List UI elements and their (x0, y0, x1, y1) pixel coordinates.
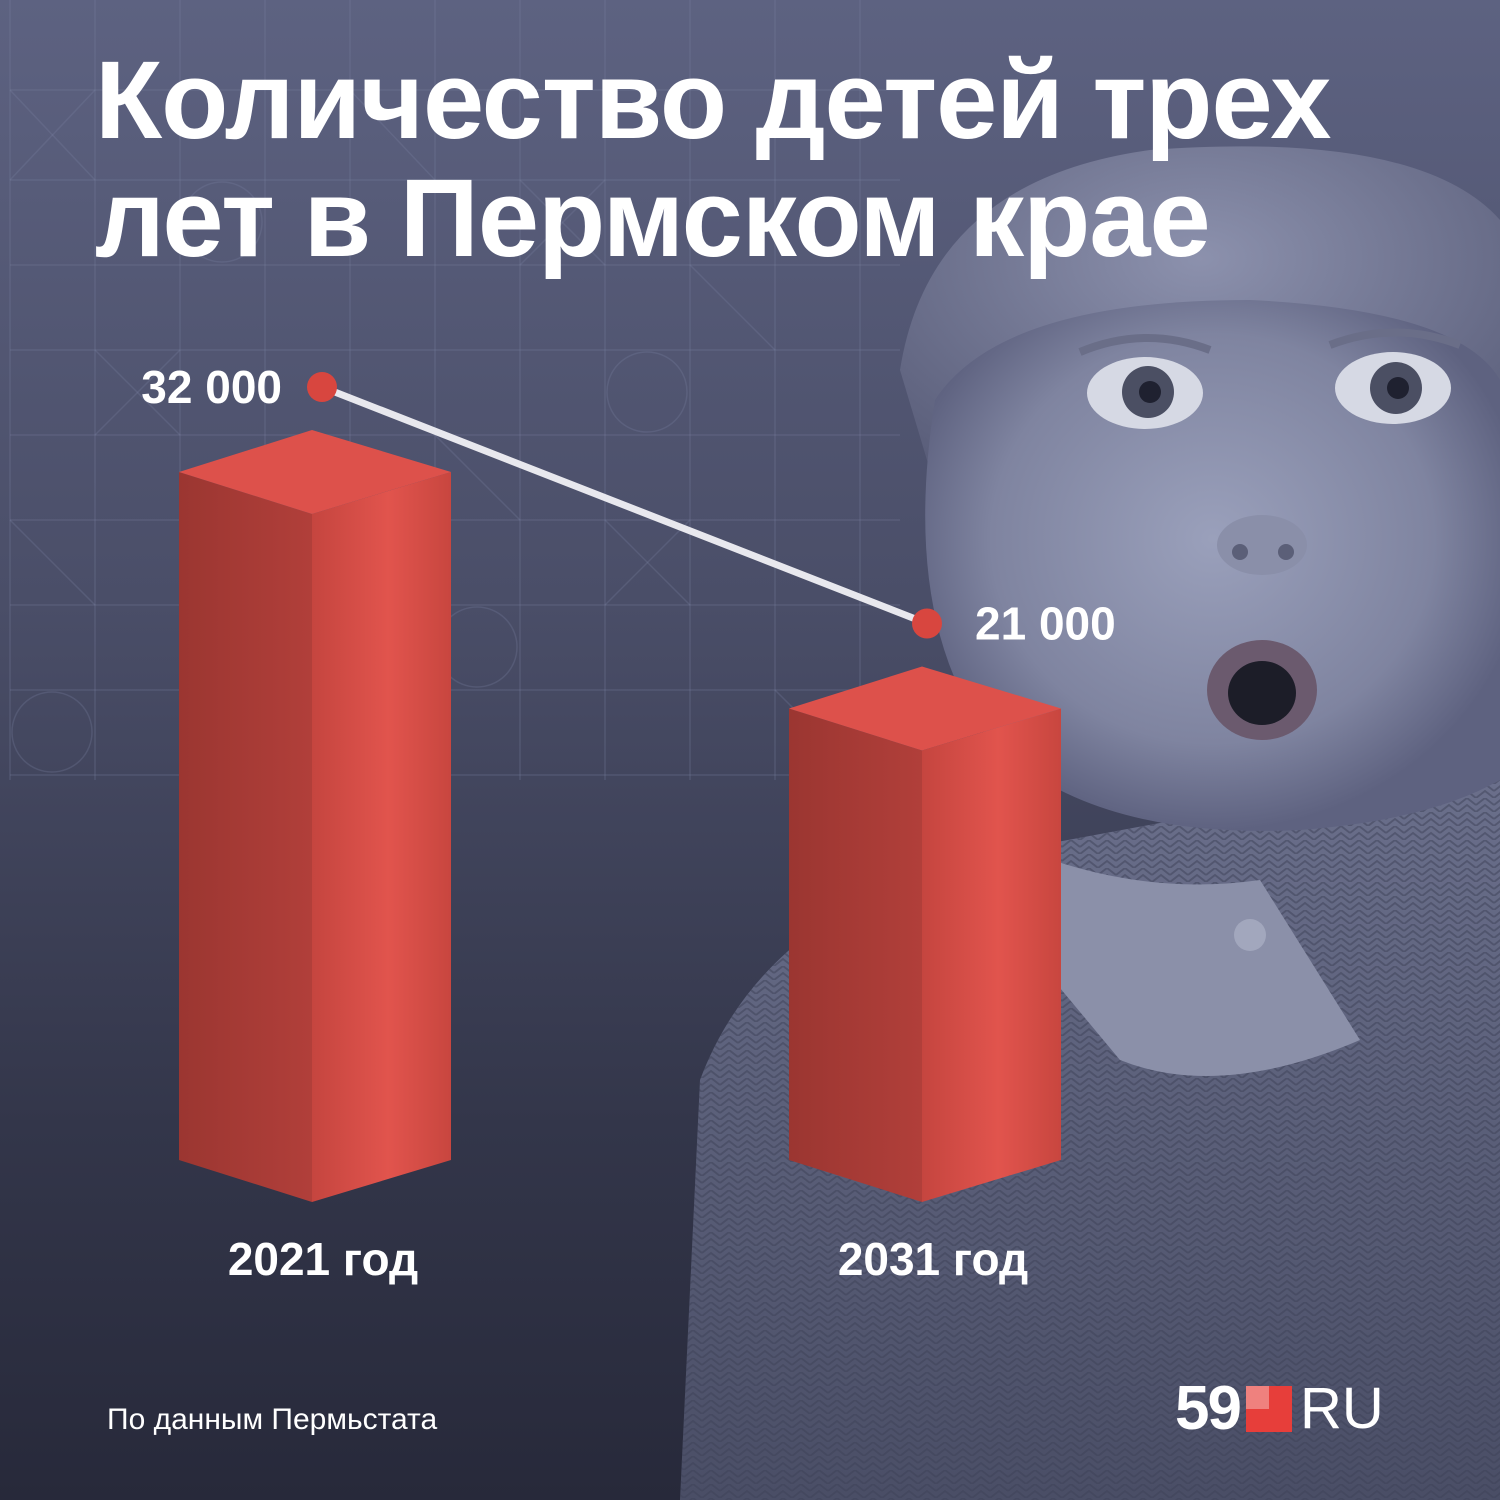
trend-connector (318, 383, 931, 627)
value-label-1: 32 000 (141, 361, 282, 413)
category-label-2: 2031 год (838, 1233, 1028, 1285)
brand-logo: 59 RU (1175, 1378, 1384, 1440)
value-marker-2 (912, 608, 942, 639)
category-label-1: 2021 год (228, 1233, 418, 1285)
bar-top-face (789, 666, 1061, 751)
title-line-2: лет в Пермском крае (95, 157, 1211, 280)
value-label-2: 21 000 (975, 598, 1116, 650)
bar-side-face (922, 708, 1061, 1202)
bar-2 (789, 666, 1061, 1202)
bar-top-face (179, 430, 451, 514)
logo-square-icon (1245, 1386, 1292, 1432)
title-line-1: Количество детей трех (95, 39, 1331, 162)
chart-title: Количество детей трех лет в Пермском кра… (95, 39, 1331, 280)
bar-side-face (312, 472, 451, 1202)
collar (980, 830, 1360, 1076)
source-note: По данным Пермьстата (107, 1403, 438, 1436)
bar-front-face (179, 472, 312, 1202)
logo-number: 59 (1175, 1374, 1242, 1443)
face (925, 300, 1500, 831)
bar-front-face (789, 708, 922, 1202)
bar-1 (179, 430, 451, 1202)
logo-suffix: RU (1299, 1376, 1384, 1441)
nose (1217, 515, 1307, 575)
value-marker-1 (307, 372, 337, 402)
